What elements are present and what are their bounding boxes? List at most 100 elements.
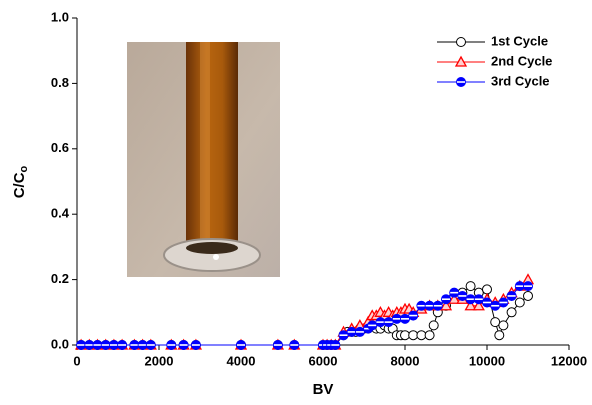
marker-shape <box>506 307 517 318</box>
marker-band <box>409 314 418 317</box>
data-point <box>424 330 435 341</box>
data-point <box>108 340 119 350</box>
marker-band <box>364 327 373 330</box>
marker-band <box>515 285 524 287</box>
data-point <box>498 297 509 308</box>
marker-band <box>331 344 340 346</box>
x-tick-label: 12000 <box>551 353 587 368</box>
data-point <box>498 320 509 331</box>
marker-band <box>466 298 475 301</box>
data-point <box>408 330 419 341</box>
marker-shape <box>439 299 453 311</box>
data-point <box>424 300 435 311</box>
marker-band <box>507 295 516 297</box>
marker-band <box>442 298 450 301</box>
x-tick-label: 10000 <box>469 353 505 368</box>
marker-band <box>376 321 385 323</box>
y-tick-label: 0.2 <box>51 271 69 286</box>
data-point <box>84 340 95 350</box>
data-point <box>166 340 177 350</box>
data-point <box>272 340 283 350</box>
data-point <box>375 317 386 328</box>
data-point <box>346 326 357 337</box>
marker-shape <box>465 281 476 292</box>
marker-band <box>77 344 86 346</box>
marker-shape <box>494 330 505 341</box>
marker-shape <box>456 37 466 47</box>
y-tick-label: 0.6 <box>51 140 69 155</box>
marker-band <box>347 331 356 333</box>
y-label-main: C/C <box>11 172 28 198</box>
data-point <box>400 330 410 341</box>
data-point <box>514 281 525 292</box>
marker-band <box>130 344 139 346</box>
marker-shape <box>523 290 533 301</box>
x-tick-label: 0 <box>73 353 80 368</box>
marker-band <box>109 344 118 346</box>
data-point <box>506 307 517 318</box>
data-point <box>338 330 349 341</box>
data-point <box>473 294 484 305</box>
marker-shape <box>472 299 485 311</box>
legend-marker <box>454 55 468 67</box>
marker-band <box>458 295 467 297</box>
marker-band <box>450 291 459 294</box>
marker-band <box>491 304 500 307</box>
data-point <box>523 290 533 301</box>
data-point <box>330 340 341 350</box>
marker-band <box>457 81 465 83</box>
data-point <box>490 300 501 311</box>
marker-shape <box>464 299 477 311</box>
inset-photo <box>127 42 280 277</box>
data-point <box>490 317 501 328</box>
legend-label: 3rd Cycle <box>491 73 550 88</box>
marker-band <box>417 304 426 307</box>
data-point <box>129 340 140 350</box>
data-point <box>178 340 189 350</box>
marker-shape <box>498 320 509 331</box>
data-point <box>457 290 468 301</box>
marker-band <box>524 285 532 287</box>
data-point <box>92 340 103 350</box>
data-point <box>472 299 485 311</box>
data-point <box>416 330 427 341</box>
data-point <box>439 299 453 311</box>
x-tick-label: 6000 <box>309 353 338 368</box>
legend-marker <box>456 37 466 47</box>
data-point <box>145 340 156 350</box>
marker-shape <box>416 330 427 341</box>
data-point <box>449 287 460 298</box>
data-point <box>289 340 300 350</box>
marker-band <box>392 318 401 320</box>
marker-band <box>237 344 245 346</box>
marker-band <box>355 331 364 333</box>
marker-band <box>368 324 377 327</box>
data-point <box>482 297 492 308</box>
y-axis-label: C/Co <box>11 165 30 198</box>
y-tick-label: 0.4 <box>51 206 70 221</box>
marker-shape <box>408 330 419 341</box>
marker-band <box>85 344 94 346</box>
marker-band <box>433 304 442 307</box>
y-tick-label: 0.8 <box>51 75 69 90</box>
marker-band <box>273 344 282 346</box>
data-point <box>137 340 148 350</box>
marker-band <box>118 344 127 346</box>
marker-shape <box>454 55 468 67</box>
data-point <box>432 300 443 311</box>
x-tick-label: 4000 <box>227 353 256 368</box>
marker-band <box>483 301 491 304</box>
data-point <box>367 320 378 331</box>
data-point <box>400 313 410 324</box>
data-point <box>448 292 461 304</box>
marker-shape <box>428 320 439 331</box>
marker-shape <box>448 292 461 304</box>
marker-band <box>499 301 508 304</box>
data-point <box>506 290 517 301</box>
data-point <box>465 281 476 292</box>
marker-band <box>425 304 434 307</box>
x-tick-label: 2000 <box>145 353 174 368</box>
legend-label: 2nd Cycle <box>491 53 552 68</box>
legend-label: 1st Cycle <box>491 33 548 48</box>
marker-band <box>167 344 176 346</box>
